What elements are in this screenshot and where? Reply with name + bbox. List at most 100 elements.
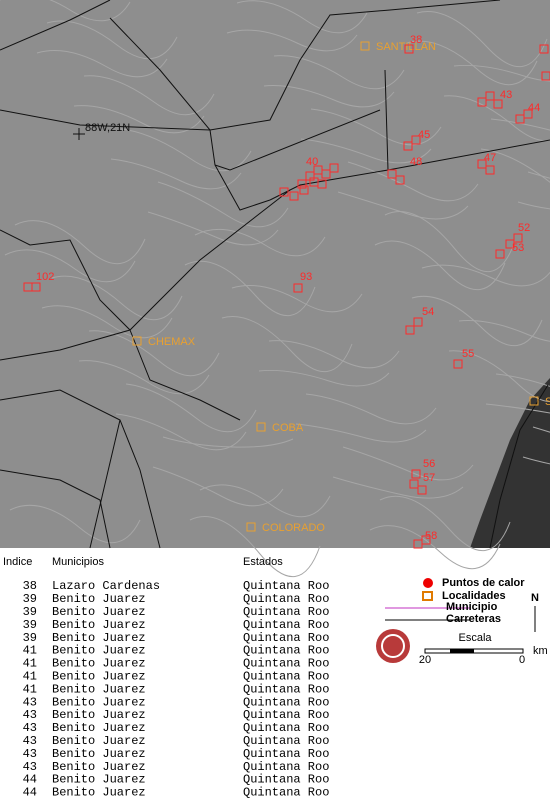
contour xyxy=(490,118,550,131)
hotspot xyxy=(409,479,419,489)
table-cell: Quintana Roo xyxy=(243,644,329,658)
contour xyxy=(273,55,405,90)
legend-label: Puntos de calor xyxy=(442,577,525,589)
contour xyxy=(14,220,146,264)
table-cell: 43 xyxy=(23,760,37,774)
contour xyxy=(485,403,550,414)
table-cell: Benito Juarez xyxy=(52,747,146,761)
contour xyxy=(51,275,183,321)
contour xyxy=(411,295,543,346)
hotspot xyxy=(515,114,525,124)
table-cell: Benito Juarez xyxy=(52,682,146,696)
table-cell: Benito Juarez xyxy=(52,605,146,619)
map-label: 58 xyxy=(425,530,437,542)
contour xyxy=(342,446,474,481)
table-cell: Quintana Roo xyxy=(243,734,329,748)
contour xyxy=(194,228,326,257)
north-label: N xyxy=(531,592,539,604)
hotspot xyxy=(453,359,463,369)
contour xyxy=(78,360,210,395)
hotspot xyxy=(485,165,495,175)
map-label: 38 xyxy=(410,34,422,46)
table-cell: Benito Juarez xyxy=(52,669,146,683)
locality-marker xyxy=(256,422,266,432)
contour xyxy=(421,264,550,287)
contour xyxy=(453,64,550,82)
contour xyxy=(110,158,242,190)
contour xyxy=(120,128,252,172)
contour xyxy=(495,373,550,387)
scale-label: 20 xyxy=(419,654,431,666)
hotspot xyxy=(477,159,487,169)
contour xyxy=(374,240,506,290)
contour xyxy=(184,260,316,316)
table-cell: Quintana Roo xyxy=(243,592,329,606)
hotspot xyxy=(321,169,331,179)
hotspot xyxy=(485,91,495,101)
hotspot xyxy=(329,163,339,173)
contour xyxy=(4,249,136,283)
table-cell: Quintana Roo xyxy=(243,579,329,593)
hotspot xyxy=(299,185,309,195)
table-cell: Quintana Roo xyxy=(243,682,329,696)
contour xyxy=(83,75,215,116)
hotspot xyxy=(477,97,487,107)
scale-label: 0 xyxy=(519,654,525,666)
contour xyxy=(88,330,220,377)
table-cell: 39 xyxy=(23,618,37,632)
table-header: Estados xyxy=(243,556,283,568)
map-label: 47 xyxy=(484,152,496,164)
map-label: 43 xyxy=(500,89,512,101)
hotspot xyxy=(417,485,427,495)
contour xyxy=(221,315,353,372)
locality-symbol xyxy=(422,591,433,601)
table-cell: 43 xyxy=(23,721,37,735)
contour xyxy=(480,148,550,183)
locality-marker xyxy=(132,336,142,346)
legend: Puntos de calor Localidades Municipio Ca… xyxy=(376,577,548,666)
table-cell: Quintana Roo xyxy=(243,760,329,774)
map-label: 45 xyxy=(418,129,430,141)
table-cell: 39 xyxy=(23,605,37,619)
locality-marker xyxy=(246,522,256,532)
table-cell: 39 xyxy=(23,631,37,645)
contour xyxy=(458,320,550,342)
coordinate-cross xyxy=(73,128,85,140)
logo xyxy=(376,629,410,663)
contour xyxy=(305,393,437,425)
contour xyxy=(115,413,247,451)
hotspot xyxy=(495,249,505,259)
table-cell: Quintana Roo xyxy=(243,631,329,645)
contour xyxy=(443,95,550,142)
map-label: 53 xyxy=(512,242,524,254)
table-cell: Benito Juarez xyxy=(52,592,146,606)
contour xyxy=(152,466,284,507)
table-cell: 39 xyxy=(23,592,37,606)
contour xyxy=(226,29,358,52)
table-cell: 43 xyxy=(23,695,37,709)
contour xyxy=(189,516,321,578)
hotspot xyxy=(403,141,413,151)
map-label: COLORADO xyxy=(262,522,325,534)
map-label: 56 xyxy=(423,458,435,470)
table-cell: Quintana Roo xyxy=(243,773,329,787)
contour xyxy=(199,484,331,518)
contour xyxy=(36,50,168,78)
contour xyxy=(527,171,550,179)
hotspot xyxy=(539,44,549,54)
map-label: 102 xyxy=(36,271,54,283)
table-cell: Quintana Roo xyxy=(243,695,329,709)
contour xyxy=(157,181,289,228)
map-label: 93 xyxy=(300,271,312,283)
hotspot xyxy=(405,325,415,335)
contour xyxy=(147,211,279,246)
contour xyxy=(41,305,173,339)
table-cell: 38 xyxy=(23,579,37,593)
table-cell: 44 xyxy=(23,773,37,787)
hotspot xyxy=(505,239,515,249)
table-cell: Quintana Roo xyxy=(243,747,329,761)
table-cell: Quintana Roo xyxy=(243,605,329,619)
contour xyxy=(258,369,390,387)
hotspot xyxy=(31,282,41,292)
scale-title: Escala xyxy=(458,632,492,644)
